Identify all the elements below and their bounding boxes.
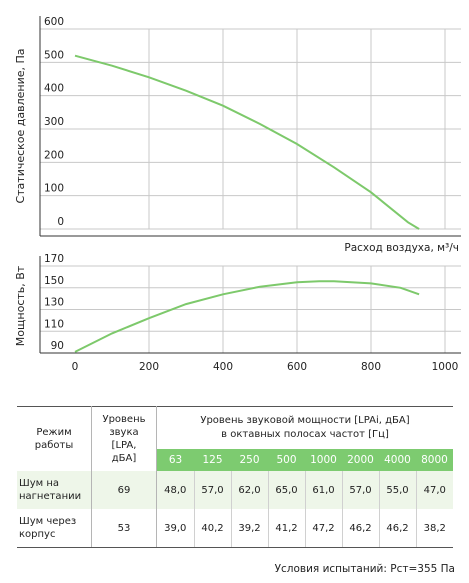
y-tick-label: 200	[44, 149, 64, 161]
x-tick-label: 1000	[432, 361, 459, 373]
value-cell: 40,2	[194, 509, 232, 548]
band-2000: 2000	[342, 449, 379, 471]
value-cell: 55,0	[379, 471, 417, 509]
power-curve	[74, 280, 420, 353]
band-4000: 4000	[379, 449, 416, 471]
pressure-curve	[74, 54, 420, 230]
row-mode-line-1: Шум на	[19, 478, 59, 489]
header-power-line-1: Уровень звуковой мощности [LPAi, дБА]	[200, 415, 410, 426]
y-tick-label: 110	[44, 318, 64, 330]
y-tick-label: 400	[44, 83, 64, 95]
header-sound-level: Уровень звука [LPA, дБА]	[91, 406, 157, 471]
value-cell: 61,0	[305, 471, 343, 509]
table-row: Шум через корпус 53 39,0 40,2 39,2 41,2 …	[17, 509, 453, 548]
flow-x-label: Расход воздуха, м³/ч	[344, 242, 459, 254]
x-tick-label: 400	[213, 361, 233, 373]
value-cell: 46,2	[379, 509, 417, 548]
y-tick-label: 300	[44, 116, 64, 128]
y-tick-label: 0	[57, 216, 64, 228]
header-mode: Режим работы	[17, 406, 92, 471]
header-level-line-4: дБА]	[111, 453, 137, 464]
band-8000: 8000	[416, 449, 453, 471]
band-63: 63	[156, 449, 194, 471]
x-tick-label: 800	[361, 361, 381, 373]
header-power-line-2: в октавных полосах частот [Гц]	[221, 429, 389, 440]
y-tick-label: 500	[44, 49, 64, 61]
value-cell: 47,0	[416, 471, 453, 509]
header-mode-line-1: Режим	[36, 427, 72, 438]
value-cell: 57,0	[194, 471, 232, 509]
row-level-cell: 69	[91, 471, 157, 509]
row-level-cell: 53	[91, 509, 157, 548]
row-mode-line-2: корпус	[19, 529, 56, 540]
header-level-line-2: звука	[109, 427, 139, 438]
band-250: 250	[231, 449, 268, 471]
x-tick-label: 0	[72, 361, 79, 373]
value-cell: 46,2	[342, 509, 380, 548]
noise-table: Режим работы Уровень звука [LPA, дБА] Ур…	[17, 406, 453, 548]
pressure-chart: 600 500 400 300 200 100 0 Статическое давление…	[14, 16, 461, 254]
x-tick-label: 200	[139, 361, 159, 373]
band-1000: 1000	[305, 449, 342, 471]
pressure-y-label: Статическое давление, Па	[14, 48, 27, 203]
value-cell: 41,2	[268, 509, 306, 548]
value-cell: 57,0	[342, 471, 380, 509]
row-mode-cell: Шум через корпус	[17, 509, 92, 548]
header-level-line-1: Уровень	[102, 414, 146, 425]
power-y-label: Мощность, Вт	[14, 265, 27, 346]
y-tick-label: 150	[44, 275, 64, 287]
value-cell: 38,2	[416, 509, 453, 548]
test-conditions: Условия испытаний: Pст=355 Па	[274, 563, 455, 575]
row-mode-cell: Шум на нагнетании	[17, 471, 92, 509]
header-level-line-3: [LPA,	[111, 440, 137, 451]
y-tick-label: 600	[44, 16, 64, 28]
header-mode-line-2: работы	[34, 440, 74, 451]
value-cell: 47,2	[305, 509, 343, 548]
y-tick-label: 170	[44, 253, 64, 265]
row-mode-line-1: Шум через	[19, 516, 77, 527]
value-cell: 48,0	[156, 471, 195, 509]
table-row: Шум на нагнетании 69 48,0 57,0 62,0 65,0…	[17, 471, 453, 509]
y-tick-label: 100	[44, 183, 64, 195]
value-cell: 65,0	[268, 471, 306, 509]
y-tick-label: 130	[44, 297, 64, 309]
value-cell: 39,0	[156, 509, 195, 548]
value-cell: 39,2	[231, 509, 269, 548]
header-sound-power: Уровень звуковой мощности [LPAi, дБА] в …	[156, 406, 453, 449]
row-mode-line-2: нагнетании	[19, 491, 82, 502]
band-500: 500	[268, 449, 305, 471]
power-chart: 170 150 130 110 90 Мощность, Вт 0 200 400 600 80…	[14, 253, 461, 373]
value-cell: 62,0	[231, 471, 269, 509]
y-tick-label: 90	[51, 340, 64, 352]
band-125: 125	[194, 449, 231, 471]
x-tick-label: 600	[287, 361, 307, 373]
